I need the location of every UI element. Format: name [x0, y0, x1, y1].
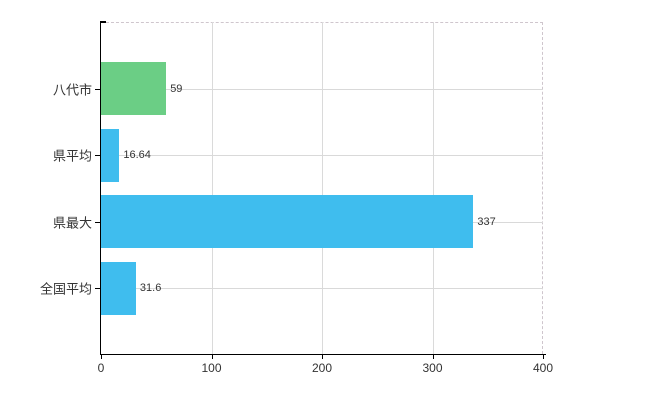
x-tick-label: 300 — [422, 361, 443, 375]
vertical-gridline — [432, 22, 434, 354]
category-tick — [95, 155, 101, 156]
category-tick — [95, 88, 101, 90]
bar — [101, 261, 136, 315]
bar-value-label: 337 — [477, 215, 496, 228]
horizontal-gridline — [101, 288, 543, 289]
category-tick — [95, 221, 101, 223]
bar — [101, 62, 167, 115]
horizontal-gridline — [101, 88, 543, 90]
category-label: 県平均 — [52, 148, 92, 164]
x-tick-label: 100 — [201, 361, 222, 375]
bar-value-label: 31.6 — [139, 282, 162, 294]
category-label: 八代市 — [52, 82, 92, 97]
category-label: 全国平均 — [39, 281, 92, 297]
category-tick — [95, 288, 101, 289]
bar — [101, 195, 474, 248]
category-label: 県最大 — [52, 215, 92, 230]
x-tick-label: 0 — [97, 361, 105, 375]
bar-value-label: 59 — [170, 82, 183, 95]
horizontal-gridline — [101, 155, 543, 156]
x-axis-tick — [101, 354, 102, 359]
bar-value-label: 16.64 — [123, 149, 151, 161]
x-axis-line — [99, 353, 546, 355]
x-axis-tick — [322, 354, 323, 359]
x-axis-tick — [543, 354, 544, 359]
bar — [101, 128, 120, 182]
y-axis-top-cap-tick — [101, 21, 106, 23]
vertical-gridline — [322, 22, 323, 354]
x-axis-tick — [432, 354, 434, 359]
x-tick-label: 400 — [532, 361, 554, 375]
x-axis-tick — [211, 354, 213, 359]
x-tick-label: 200 — [311, 361, 333, 375]
vertical-gridline — [211, 22, 213, 354]
y-axis-line — [99, 21, 101, 355]
